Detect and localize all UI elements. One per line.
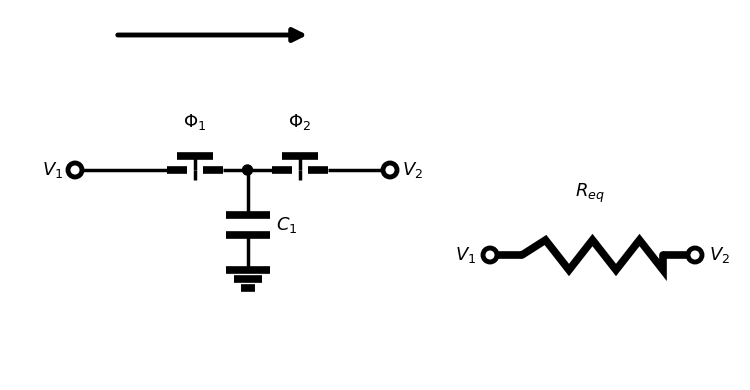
Text: $V_2$: $V_2$ bbox=[709, 245, 730, 265]
Text: $V_1$: $V_1$ bbox=[454, 245, 476, 265]
Text: $C_1$: $C_1$ bbox=[275, 215, 297, 235]
Text: $V_1$: $V_1$ bbox=[42, 160, 63, 180]
Text: $\Phi_2$: $\Phi_2$ bbox=[289, 112, 311, 132]
Text: $R_{eq}$: $R_{eq}$ bbox=[575, 182, 605, 205]
Text: $\Phi_1$: $\Phi_1$ bbox=[184, 112, 206, 132]
Circle shape bbox=[242, 165, 253, 175]
Text: $V_2$: $V_2$ bbox=[402, 160, 423, 180]
